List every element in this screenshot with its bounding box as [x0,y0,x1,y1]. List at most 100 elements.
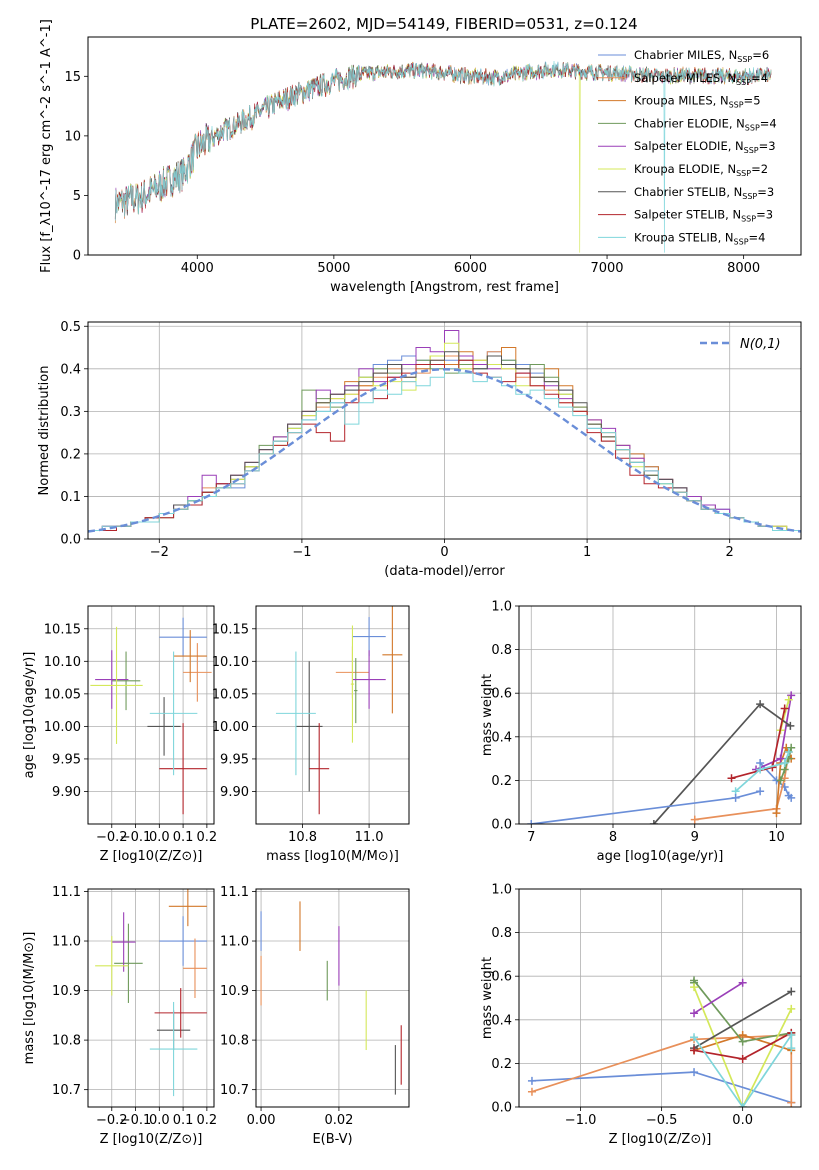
legend-n-label: , N [726,185,742,199]
y-tick-label: 0.0 [491,818,512,833]
legend-n-equals: = [757,185,767,199]
x-axis-label: Z [log10(Z/Z⊙)] [100,1132,203,1147]
y-tick-label: 9.95 [52,752,81,767]
weight-marker [780,758,789,767]
data-point [352,617,386,657]
weight-marker [690,815,699,824]
mass-vs-ebv-chart: 0.00 0.02 10.7 10.8 10.9 11.0 11.1 E(B-V) [220,885,410,1147]
axes-frame [87,605,215,825]
age-vs-mass-chart: 10.8 11.0 9.90 9.95 10.00 10.05 10.10 10.15 mass… [212,605,410,864]
data-point [159,617,207,657]
legend-n-value: 3 [767,185,774,199]
axes-frame [87,321,802,540]
y-tick-label: 9.90 [52,785,81,800]
data-point [173,630,207,683]
y-tick-label: 10.7 [52,1083,81,1098]
axes-frame [87,36,802,256]
y-tick-label: 0.4 [60,362,81,377]
data-point [95,650,129,709]
x-tick-label: 7 [527,830,535,845]
axes-frame [87,888,215,1108]
data-point [350,625,355,743]
data-point [114,923,143,1003]
legend-n-label: , N [713,94,729,108]
errorbar-group [260,901,402,1095]
legend-series-name: Kroupa ELODIE [634,162,720,176]
x-tick-label: 10.8 [288,830,317,845]
y-tick-label: 5 [73,189,81,204]
axes-frame [255,605,410,825]
weight-marker [690,1009,699,1018]
legend-n-subscript: SSP [742,192,757,201]
y-tick-label: 10.8 [52,1034,81,1049]
y-tick-label: 0.0 [491,1101,512,1116]
data-point [275,651,316,776]
weight-lines [527,976,796,1107]
x-tick-label: 10 [768,830,785,845]
axes-frame [255,888,410,1108]
x-tick-label: −0.2 [96,1113,128,1128]
legend-n-value: 3 [766,208,773,222]
data-point [95,936,129,996]
x-axis-label: Z [log10(Z/Z⊙)] [100,849,203,864]
data-point [183,643,212,702]
x-tick-label: 0.2 [197,1113,218,1128]
weight-marker [738,978,747,987]
weight-series-line [693,990,792,1049]
legend-n-equals: = [751,162,761,176]
y-tick-label: 11.1 [52,885,81,900]
y-tick-label: 10.00 [44,720,81,735]
data-point [183,938,207,998]
weight-marker [738,1103,747,1107]
y-tick-label: 0.8 [491,643,512,658]
legend-n-subscript: SSP [737,55,752,64]
weight-marker [756,787,765,796]
weight-marker [738,1037,747,1046]
legend-series-name: Chabrier STELIB [634,185,726,199]
spectrum-chart: 4000 5000 6000 7000 8000 0 5 10 15 wavelength [An… [39,19,802,295]
data-point [352,650,386,709]
age-vs-z-chart: −0.2−0.10.0 0.1 0.2 9.90 9.95 10.00 10.05 10.10… [22,605,217,864]
weight-marker [727,774,736,783]
weight-marker [784,748,793,757]
y-tick-label: 11.1 [220,885,249,900]
legend-entry: N(0,1) [740,337,781,352]
weight-marker [756,700,765,709]
weight-marker [787,793,796,802]
data-point [147,697,181,756]
x-tick-label: 5000 [317,261,350,276]
legend-n-equals: = [751,71,761,85]
legend-n-subscript: SSP [736,169,751,178]
data-point [168,889,207,927]
x-tick-label: −0.2 [96,830,128,845]
spectrum-series-line [114,63,772,253]
x-tick-label: 0.02 [324,1113,353,1128]
y-tick-label: 10.05 [44,687,81,702]
legend-entry: Salpeter ELODIE, NSSP=3 [634,139,776,155]
x-tick-label: 4000 [181,261,214,276]
x-tick-label: 7000 [590,261,623,276]
errorbar-group [95,889,207,1097]
weight-marker [527,820,536,824]
legend-entry: Salpeter STELIB, NSSP=3 [634,208,773,224]
x-tick-label: −0.1 [120,1113,152,1128]
y-tick-label: 0.4 [491,730,512,745]
weight-series-line [779,747,793,781]
x-tick-label: 9 [691,830,699,845]
spectrum-series-line [114,60,772,253]
y-axis-label: mass weight [480,957,495,1039]
legend-n-subscript: SSP [745,123,760,132]
x-tick-label: 11.0 [355,830,384,845]
y-tick-label: 0.0 [60,533,81,548]
legend-entry: Chabrier ELODIE, NSSP=4 [634,116,777,132]
weight-marker [787,743,796,752]
legend-n-subscript: SSP [744,146,759,155]
y-tick-label: 0.6 [491,687,512,702]
legend-n-label: , N [718,230,734,244]
legend-entry: Kroupa ELODIE, NSSP=2 [634,162,768,178]
data-point [149,1001,198,1097]
data-point [354,658,358,724]
x-tick-label: 6000 [454,261,487,276]
errorbar-group [90,617,212,815]
